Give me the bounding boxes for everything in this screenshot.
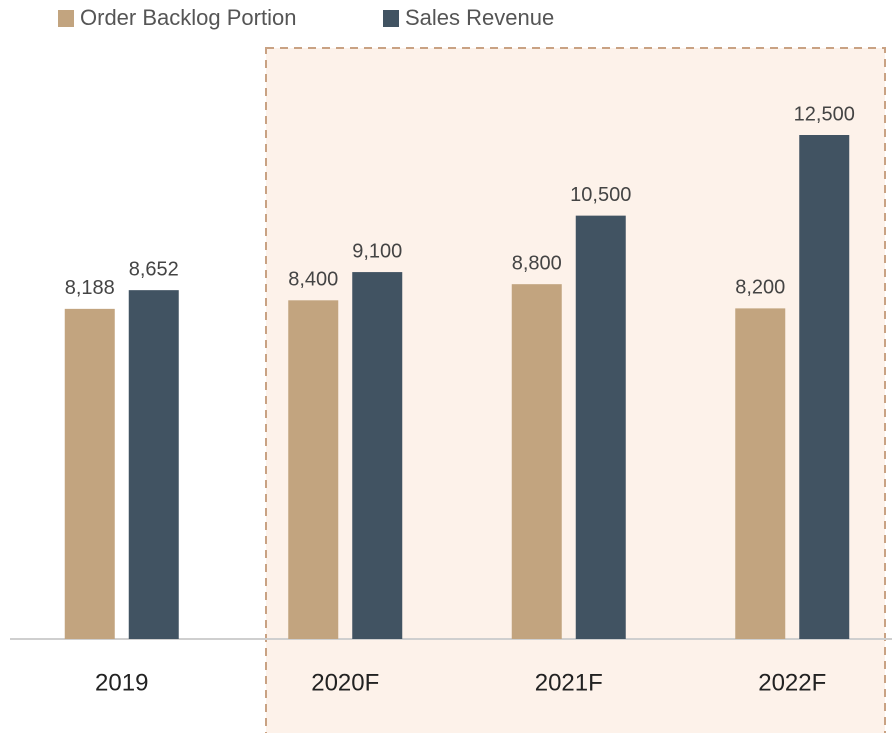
value-label: 9,100 [352,240,402,262]
bar [288,300,339,639]
value-label: 8,188 [65,277,115,299]
value-label: 12,500 [794,103,855,125]
value-label: 8,652 [129,258,179,280]
value-label: 10,500 [570,184,631,206]
value-label: 8,800 [512,252,562,274]
bar [64,308,115,639]
bar [352,272,403,639]
legend-text: Sales Revenue [405,5,554,30]
bar [511,284,562,639]
x-tick-label: 2022F [758,669,826,696]
value-label: 8,200 [735,277,785,299]
value-label: 8,400 [288,269,338,291]
legend-swatch [58,10,74,27]
x-tick-label: 2020F [311,669,379,696]
x-tick-label: 2019 [95,669,148,696]
bar [799,135,850,639]
legend-swatch [383,10,399,27]
bar [735,308,786,639]
x-tick-label: 2021F [535,669,603,696]
bar [575,215,626,639]
bar [128,290,179,639]
legend-text: Order Backlog Portion [80,5,296,30]
